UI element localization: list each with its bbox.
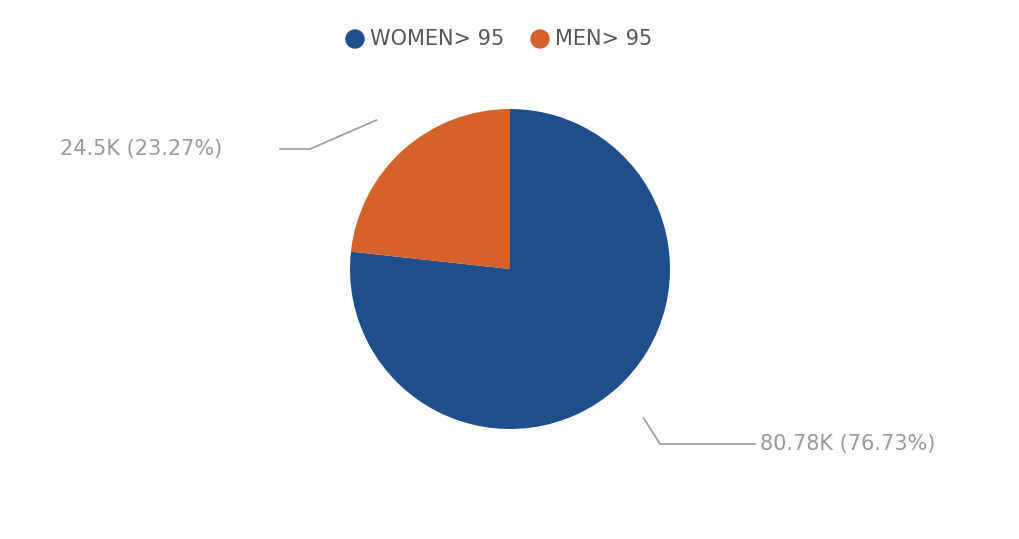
Text: MEN> 95: MEN> 95 xyxy=(554,29,651,49)
Wedge shape xyxy=(350,109,669,429)
Wedge shape xyxy=(351,109,510,269)
Text: 80.78K (76.73%): 80.78K (76.73%) xyxy=(759,434,934,454)
Text: 24.5K (23.27%): 24.5K (23.27%) xyxy=(60,139,222,159)
Text: WOMEN> 95: WOMEN> 95 xyxy=(370,29,503,49)
Circle shape xyxy=(345,30,364,48)
Circle shape xyxy=(531,30,548,48)
